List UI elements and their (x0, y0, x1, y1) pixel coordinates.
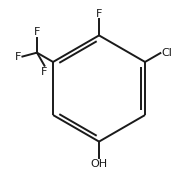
Text: F: F (15, 52, 21, 62)
Text: Cl: Cl (161, 48, 172, 58)
Text: F: F (34, 27, 40, 37)
Text: OH: OH (91, 159, 108, 169)
Text: F: F (96, 9, 102, 19)
Text: F: F (40, 67, 47, 77)
